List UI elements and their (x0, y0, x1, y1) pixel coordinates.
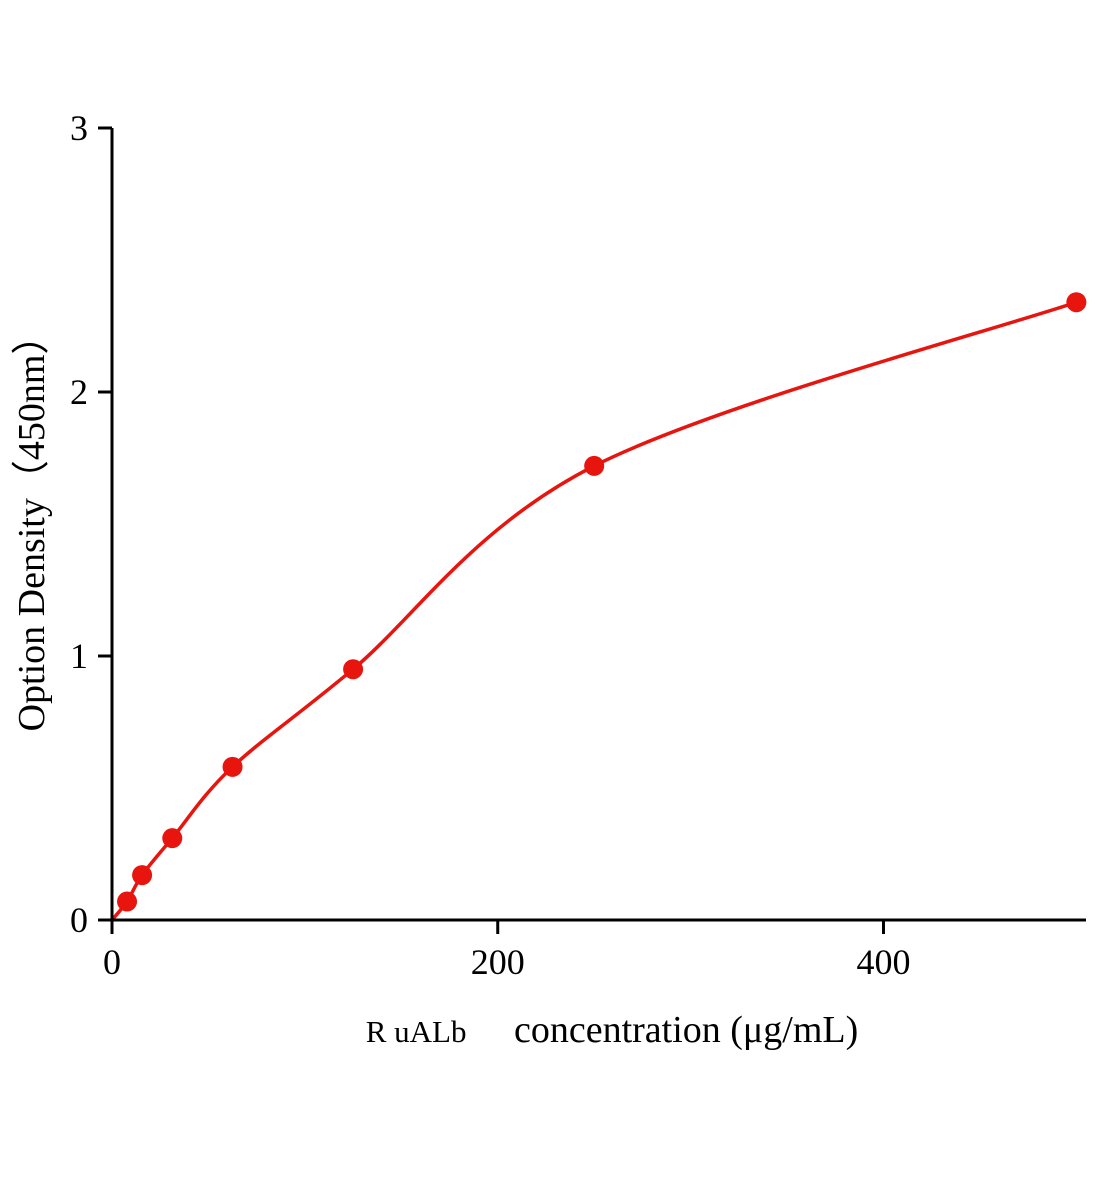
data-points-group (117, 292, 1087, 912)
x-axis-title-prefix: R uALb (366, 1014, 467, 1049)
fit-curve-group (110, 300, 1079, 922)
axes-group (98, 126, 1086, 934)
y-tick-label: 2 (70, 372, 88, 412)
data-point (343, 659, 364, 680)
y-tick-label: 1 (70, 636, 88, 676)
tick-labels-group: 0 200 400 0 1 2 3 (70, 108, 910, 982)
x-axis-title-main: concentration (μg/mL) (514, 1009, 858, 1051)
data-point (132, 865, 153, 886)
data-point (222, 756, 243, 777)
y-axis-title: Option Density（450nm） (11, 317, 53, 732)
fit-curve (110, 300, 1079, 922)
y-tick-label: 3 (70, 108, 88, 148)
data-point (162, 828, 183, 849)
x-tick-label: 200 (471, 942, 525, 982)
data-point (1066, 292, 1087, 313)
data-point (584, 455, 605, 476)
data-point (117, 891, 138, 912)
x-tick-label: 400 (856, 942, 910, 982)
y-tick-label: 0 (70, 900, 88, 940)
x-tick-label: 0 (103, 942, 121, 982)
x-axis-title: R uALb concentration (μg/mL) (366, 1009, 859, 1051)
